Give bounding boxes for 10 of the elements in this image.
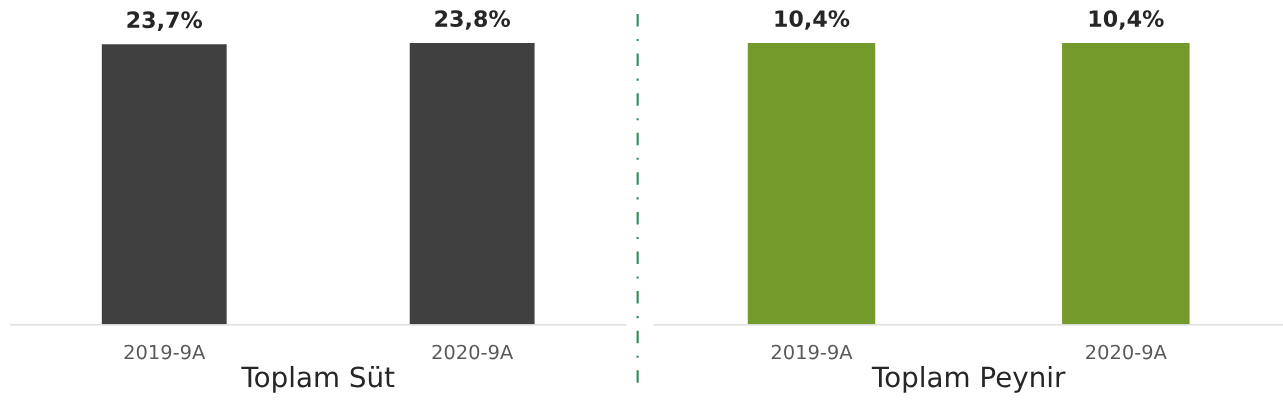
data-label: 23,7% [127, 11, 203, 31]
x-tick-label: 2019-9A [771, 344, 853, 360]
data-label: 10,4% [775, 10, 850, 30]
data-label: 10,4% [1089, 10, 1164, 30]
x-tick-label: 2020-9A [1086, 344, 1167, 360]
x-tick-label: 2020-9A [432, 344, 514, 360]
x-axis-title: Toplam Süt [241, 365, 395, 393]
data-label: 23,8% [435, 10, 510, 30]
x-tick-label: 2019-9A [124, 344, 206, 360]
x-axis-title: Toplam Peynir [871, 365, 1066, 393]
